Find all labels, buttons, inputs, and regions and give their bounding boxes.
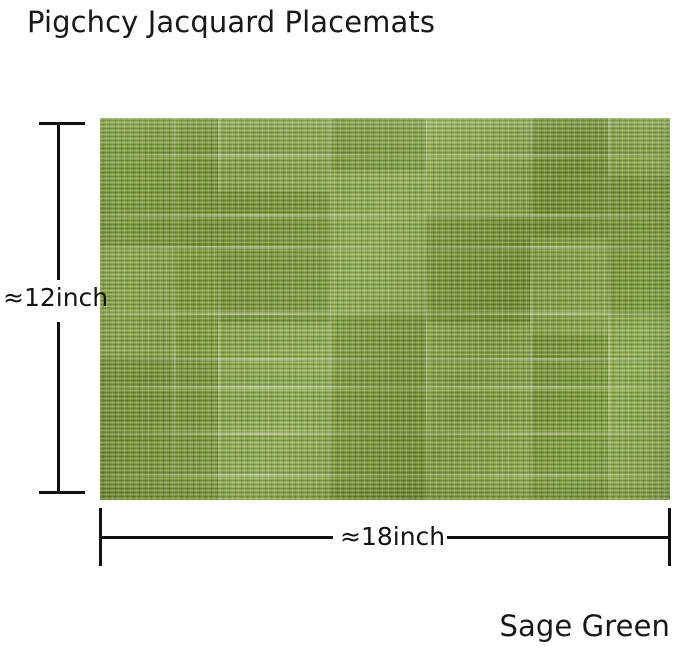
width-dimension-cap-right: [668, 508, 671, 566]
height-dimension-cap-bottom: [39, 491, 85, 494]
page-title: Pigchcy Jacquard Placemats: [27, 5, 436, 39]
height-dimension-label: ≈12inch: [3, 283, 109, 312]
height-dimension-cap-top: [39, 122, 85, 125]
width-dimension-line-right: [447, 536, 671, 539]
placemat-weave-texture: [100, 118, 670, 500]
placemat-image: [100, 118, 670, 500]
height-dimension-line-upper: [57, 124, 60, 280]
width-dimension-line-left: [99, 536, 333, 539]
width-dimension-label: ≈18inch: [340, 522, 446, 551]
height-dimension-line-lower: [57, 322, 60, 492]
color-name-label: Sage Green: [499, 609, 670, 643]
